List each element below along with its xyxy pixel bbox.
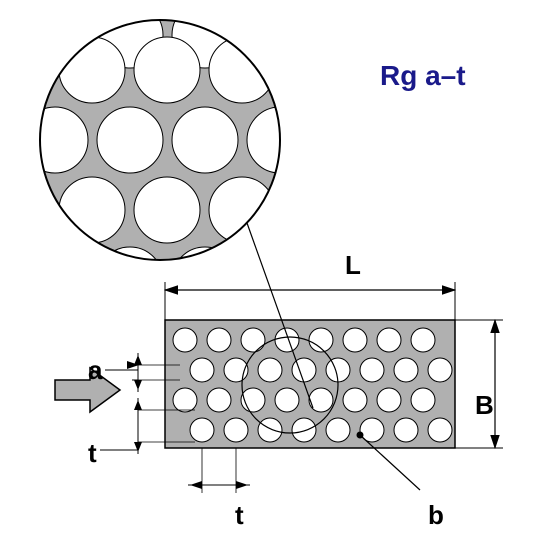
dimension-label-b-point: b: [428, 500, 444, 531]
diagram-title: Rg a–t: [380, 60, 466, 92]
dimension-label-a: a: [88, 355, 102, 386]
perforation-diagram: [0, 0, 550, 550]
magnifier-view: [0, 2, 350, 313]
dimension-label-t-left: t: [88, 438, 97, 469]
dimension-label-b-width: B: [475, 390, 494, 421]
dimension-label-l: L: [345, 250, 361, 281]
dimension-label-t-bottom: t: [235, 500, 244, 531]
